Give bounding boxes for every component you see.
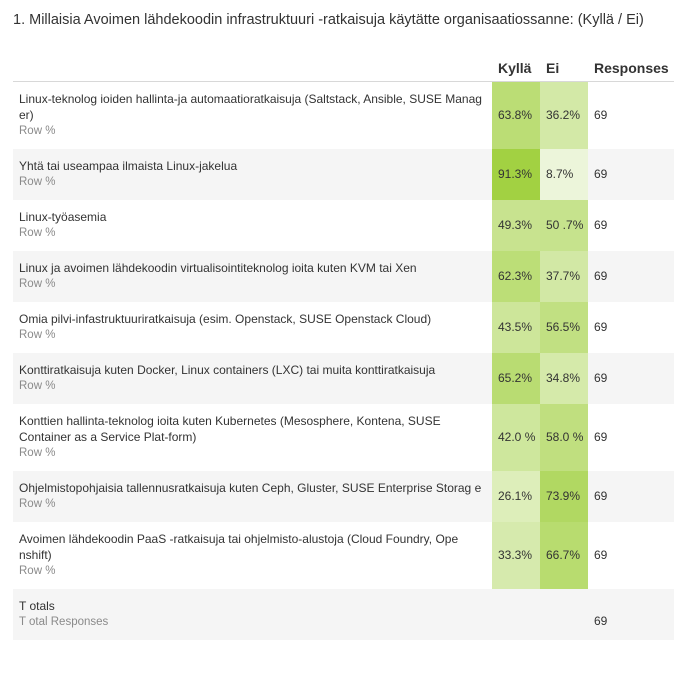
row-sublabel: Row %	[19, 125, 56, 138]
cell-kylla: 63.8%	[492, 81, 540, 149]
cell-ei: 36.2%	[540, 81, 588, 149]
row-label-cell: Konttiratkaisuja kuten Docker, Linux con…	[13, 352, 492, 404]
row-label-cell: Linux-työasemia Row %	[13, 200, 492, 251]
cell-ei: 66.7%	[540, 521, 588, 589]
table-row: Linux ja avoimen lähdekoodin virtualisoi…	[13, 250, 674, 302]
cell-responses: 69	[594, 108, 608, 123]
cell-kylla: 49.3%	[492, 199, 540, 251]
row-label: Konttien hallinta-teknolog ioita kuten K…	[19, 414, 441, 444]
totals-empty-cell	[492, 588, 540, 640]
cell-kylla: 42.0 %	[492, 403, 540, 471]
cell-responses: 69	[594, 218, 608, 232]
chart-title: 1. Millaisia Avoimen lähdekoodin infrast…	[13, 12, 644, 28]
totals-label: T otals	[19, 599, 55, 613]
row-label-cell: Yhtä tai useampaa ilmaista Linux-jakelua…	[13, 148, 492, 200]
cell-responses: 69	[594, 320, 608, 334]
cell-ei: 37.7%	[540, 250, 588, 302]
row-label-cell: Ohjelmistopohjaisia tallennusratkaisuja …	[13, 470, 492, 522]
cell-ei: 56.5%	[540, 301, 588, 353]
row-label: Linux-teknolog ioiden hallinta-ja automa…	[19, 92, 482, 123]
cell-kylla: 33.3%	[492, 521, 540, 589]
totals-responses: 69	[588, 588, 674, 640]
table-row: Omia pilvi-infastruktuuriratkaisuja (esi…	[13, 301, 674, 353]
row-sublabel: Row %	[19, 380, 56, 392]
row-label-cell: Konttien hallinta-teknolog ioita kuten K…	[13, 404, 492, 471]
cell-ei: 50 .7%	[540, 199, 588, 251]
row-sublabel: Row %	[19, 227, 56, 239]
cell-kylla: 65.2%	[492, 352, 540, 404]
row-label-cell: Avoimen lähdekoodin PaaS -ratkaisuja tai…	[13, 522, 492, 589]
cell-ei: 58.0 %	[540, 403, 588, 471]
header-kylla: Kyllä	[492, 55, 540, 82]
row-label-cell: Omia pilvi-infastruktuuriratkaisuja (esi…	[13, 302, 492, 353]
header-ei: Ei	[540, 55, 588, 82]
header-responses: Responses	[588, 55, 674, 82]
table-row: Ohjelmistopohjaisia tallennusratkaisuja …	[13, 470, 674, 522]
header-row: Kyllä Ei Responses	[13, 55, 674, 82]
header-label-cell	[13, 55, 492, 82]
totals-empty-cell	[540, 588, 588, 640]
cell-responses: 69	[588, 148, 674, 200]
cell-responses: 69	[594, 548, 608, 562]
cell-responses: 69	[588, 250, 674, 302]
table-row: Yhtä tai useampaa ilmaista Linux-jakelua…	[13, 148, 674, 200]
cell-ei: 34.8%	[540, 352, 588, 404]
cell-responses: 69	[588, 352, 674, 404]
cell-kylla: 26.1%	[492, 470, 540, 522]
totals-label-cell: T otals T otal Responses	[13, 588, 492, 640]
row-label: Avoimen lähdekoodin PaaS -ratkaisuja tai…	[19, 532, 459, 562]
table-row: Linux-teknolog ioiden hallinta-ja automa…	[13, 81, 674, 149]
row-sublabel: Row %	[19, 498, 56, 510]
table-row: Linux-työasemia Row % 49.3% 50 .7% 69	[13, 199, 674, 251]
cell-kylla: 91.3%	[492, 148, 540, 200]
cell-kylla: 62.3%	[492, 250, 540, 302]
row-label: Ohjelmistopohjaisia tallennusratkaisuja …	[19, 481, 482, 495]
row-sublabel: Row %	[19, 176, 56, 188]
row-sublabel: Row %	[19, 565, 56, 577]
totals-sublabel: T otal Responses	[19, 616, 109, 628]
row-sublabel: Row %	[19, 278, 56, 290]
totals-row: T otals T otal Responses 69	[13, 588, 674, 640]
row-label: Konttiratkaisuja kuten Docker, Linux con…	[19, 363, 436, 377]
row-label: Linux-työasemia	[19, 210, 107, 224]
row-sublabel: Row %	[19, 329, 56, 341]
row-label: Linux ja avoimen lähdekoodin virtualisoi…	[19, 261, 417, 275]
table-row: Konttien hallinta-teknolog ioita kuten K…	[13, 403, 674, 471]
table-row: Avoimen lähdekoodin PaaS -ratkaisuja tai…	[13, 521, 674, 589]
crosstab-table: Kyllä Ei Responses Linux-teknolog ioiden…	[13, 55, 674, 640]
cell-ei: 8.7%	[540, 148, 588, 200]
row-label: Omia pilvi-infastruktuuriratkaisuja (esi…	[19, 312, 432, 326]
row-sublabel: Row %	[19, 447, 56, 459]
cell-responses: 69	[594, 430, 608, 444]
cell-ei: 73.9%	[540, 470, 588, 522]
cell-kylla: 43.5%	[492, 301, 540, 353]
row-label: Yhtä tai useampaa ilmaista Linux-jakelua	[19, 159, 238, 173]
row-label-cell: Linux ja avoimen lähdekoodin virtualisoi…	[13, 250, 492, 302]
table-row: Konttiratkaisuja kuten Docker, Linux con…	[13, 352, 674, 404]
cell-responses: 69	[588, 470, 674, 522]
row-label-cell: Linux-teknolog ioiden hallinta-ja automa…	[13, 82, 492, 149]
